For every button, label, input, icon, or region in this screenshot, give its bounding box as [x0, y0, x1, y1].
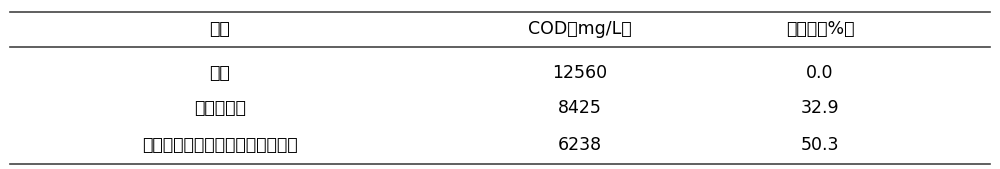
Text: COD（mg/L）: COD（mg/L）: [528, 20, 632, 38]
Text: 芬顿处理后: 芬顿处理后: [194, 99, 246, 117]
Text: 去除率（%）: 去除率（%）: [786, 20, 854, 38]
Text: 6238: 6238: [558, 136, 602, 154]
Text: 12560: 12560: [552, 64, 608, 82]
Text: 原水: 原水: [210, 64, 230, 82]
Text: 0.0: 0.0: [806, 64, 834, 82]
Text: 芬顿中引入钙离子和黄腐酸处理后: 芬顿中引入钙离子和黄腐酸处理后: [142, 136, 298, 154]
Text: 8425: 8425: [558, 99, 602, 117]
Text: 处理: 处理: [210, 20, 230, 38]
Text: 32.9: 32.9: [801, 99, 839, 117]
Text: 50.3: 50.3: [801, 136, 839, 154]
